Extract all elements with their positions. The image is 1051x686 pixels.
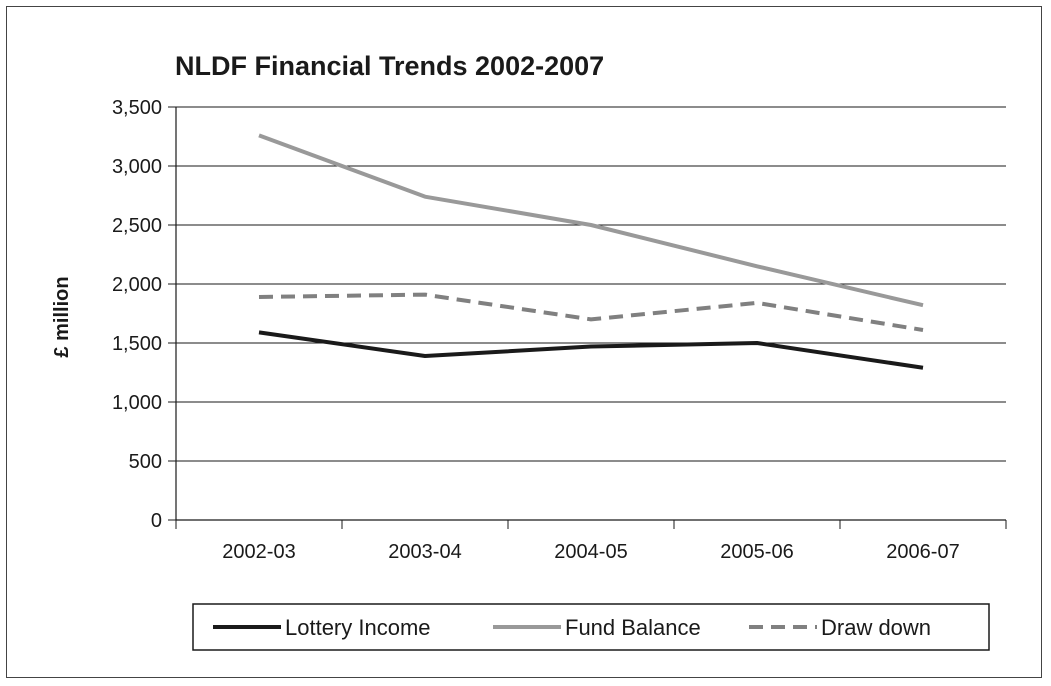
x-tick-label: 2005-06: [720, 541, 793, 563]
y-tick-label: 0: [151, 510, 162, 532]
y-axis-label: £ million: [51, 276, 73, 357]
y-tick-label: 500: [129, 451, 162, 473]
legend: Lottery Income Fund Balance Draw down: [192, 603, 990, 651]
chart-frame: [6, 6, 1042, 678]
x-tick-label: 2003-04: [388, 541, 461, 563]
legend-label: Draw down: [821, 615, 931, 640]
x-tick-label: 2002-03: [222, 541, 295, 563]
chart-title: NLDF Financial Trends 2002-2007: [175, 51, 604, 81]
legend-label: Lottery Income: [285, 615, 431, 640]
gridlines: [176, 106, 1006, 462]
series-line-fund-balance: [258, 133, 924, 308]
x-tick-label: 2004-05: [554, 541, 627, 563]
y-tick-label: 1,500: [112, 333, 162, 355]
series-line-draw-down: [258, 292, 924, 332]
axes: 0 500 1,000 1,500 2,000 2,500 3,000 3,500 2002-0…: [112, 97, 1007, 563]
series-line-lottery-income: [258, 330, 924, 370]
y-tick-label: 3,000: [112, 156, 162, 178]
y-tick-label: 3,500: [112, 97, 162, 119]
legend-box: [192, 603, 990, 651]
y-tick-label: 2,000: [112, 274, 162, 296]
x-tick-label: 2006-07: [886, 541, 959, 563]
series-lines: [258, 133, 924, 370]
y-tick-label: 1,000: [112, 392, 162, 414]
y-tick-label: 2,500: [112, 215, 162, 237]
legend-label: Fund Balance: [565, 615, 701, 640]
